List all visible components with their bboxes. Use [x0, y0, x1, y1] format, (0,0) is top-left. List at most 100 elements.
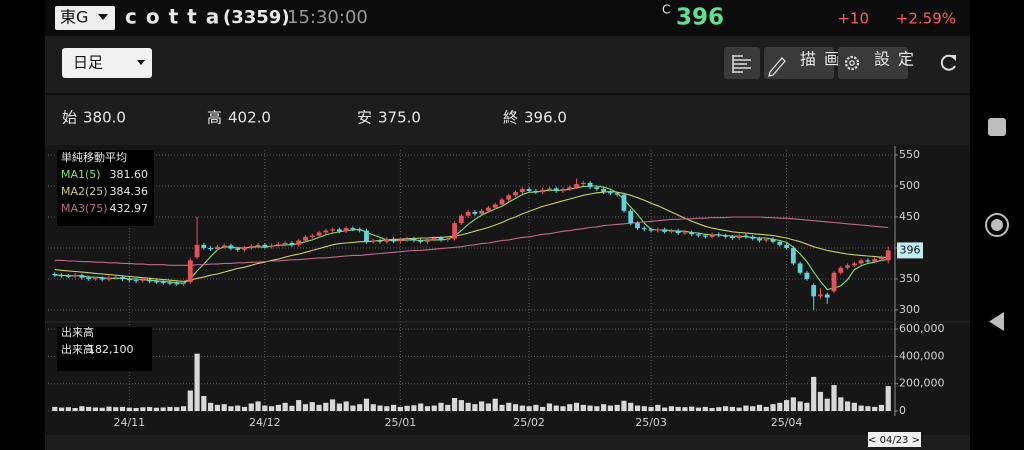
period: 日足: [73, 54, 103, 72]
volume-bar: [153, 407, 160, 411]
market: 東G: [60, 8, 88, 27]
current-price-label: 396: [900, 243, 921, 256]
candle-body: [526, 189, 532, 191]
candle-body: [702, 235, 708, 237]
volume-bar: [844, 401, 851, 411]
draw-button[interactable]: [764, 47, 834, 79]
candle-body: [357, 229, 363, 231]
candle-body: [587, 182, 593, 188]
nav-back[interactable]: [989, 312, 1004, 331]
candle-body: [736, 235, 742, 239]
ohlc-label: 安: [357, 109, 372, 127]
candle-body: [499, 199, 505, 205]
candle-body: [655, 229, 661, 231]
volume-legend-box: [57, 327, 152, 371]
settings-button[interactable]: [838, 47, 908, 79]
nav-home[interactable]: [985, 213, 1009, 237]
candle-body: [323, 230, 329, 233]
candle-body: [303, 236, 308, 241]
candle-body: [790, 247, 796, 264]
candle-body: [215, 246, 220, 250]
candle-body: [59, 275, 64, 277]
volume-current: 182,100: [88, 343, 134, 356]
volume-bar: [65, 407, 71, 411]
refresh-icon[interactable]: [940, 54, 956, 71]
candle-body: [221, 245, 227, 247]
stock-name: cotta: [125, 5, 228, 29]
volume-bar: [133, 407, 139, 411]
settings-label: 設定: [874, 50, 922, 69]
candle-body: [838, 267, 844, 273]
candle-body: [228, 245, 234, 249]
volume-bar: [533, 404, 539, 411]
volume-bar: [641, 406, 647, 411]
candle-body: [608, 192, 613, 194]
candle-body: [113, 277, 119, 279]
candle-body: [770, 239, 776, 242]
candle-body: [187, 260, 193, 283]
candle-body: [804, 272, 810, 279]
volume-bar: [777, 402, 783, 411]
price: 396: [676, 5, 724, 31]
volume-bar: [458, 400, 464, 411]
volume-bar: [302, 404, 309, 411]
volume-bar: [235, 405, 241, 411]
volume-bar: [472, 404, 478, 411]
candle-body: [106, 277, 112, 280]
candle-body: [79, 275, 85, 278]
volume-bar: [465, 402, 471, 411]
candle-body: [208, 247, 214, 250]
nav-recent[interactable]: [988, 118, 1006, 136]
volume-bar: [743, 405, 749, 411]
candle-body: [336, 229, 342, 232]
candle-body: [154, 281, 159, 283]
candle-body: [682, 232, 688, 234]
period-select[interactable]: [62, 48, 152, 78]
volume-bar: [228, 406, 234, 411]
candle-body: [391, 239, 396, 242]
candle-body: [601, 189, 607, 193]
candle-body: [553, 188, 559, 191]
volume-bar: [147, 407, 153, 411]
volume-bar: [865, 406, 871, 411]
volume-bar: [621, 400, 627, 411]
ma-legend-name: MA3(75): [61, 202, 108, 215]
volume-bar: [601, 404, 607, 411]
volume-bar: [390, 404, 397, 411]
volume-bar: [424, 406, 431, 411]
volume-bar: [804, 402, 810, 411]
ohlc-row: 始 380.0 高 402.0 安 375.0 終 396.0: [62, 109, 567, 127]
candle-body: [160, 282, 166, 284]
draw-label: 描画: [800, 50, 848, 69]
candle-body: [885, 250, 891, 261]
indicator-button[interactable]: [724, 47, 760, 79]
volume-current-name: 出来高: [61, 342, 94, 356]
nav-home-dot: [991, 219, 1003, 231]
volume-bar: [614, 404, 620, 411]
volume-bar: [58, 407, 65, 411]
volume-bar: [567, 404, 573, 411]
volume-bar: [540, 406, 546, 411]
candle-body: [648, 229, 654, 231]
candle-body: [194, 244, 200, 258]
candle-body: [763, 239, 769, 241]
candle-body: [492, 204, 498, 208]
y-tick-label: 450: [899, 210, 920, 223]
volume-bar: [770, 404, 776, 411]
volume-bar: [269, 406, 275, 411]
volume-bar: [363, 398, 370, 411]
volume-bar: [479, 401, 485, 411]
volume-bar: [492, 398, 498, 411]
volume-bar: [350, 405, 356, 411]
candle-body: [614, 193, 620, 195]
candle-body: [845, 265, 850, 268]
candle-body: [309, 235, 315, 237]
candle-body: [547, 188, 552, 190]
volume-bar: [275, 404, 281, 411]
candle-body: [716, 234, 722, 236]
volume-bar: [587, 405, 593, 411]
candle-body: [350, 228, 356, 230]
candle-body: [269, 245, 275, 247]
market-select[interactable]: [55, 6, 115, 30]
ohlc-value: 380.0: [83, 109, 126, 127]
